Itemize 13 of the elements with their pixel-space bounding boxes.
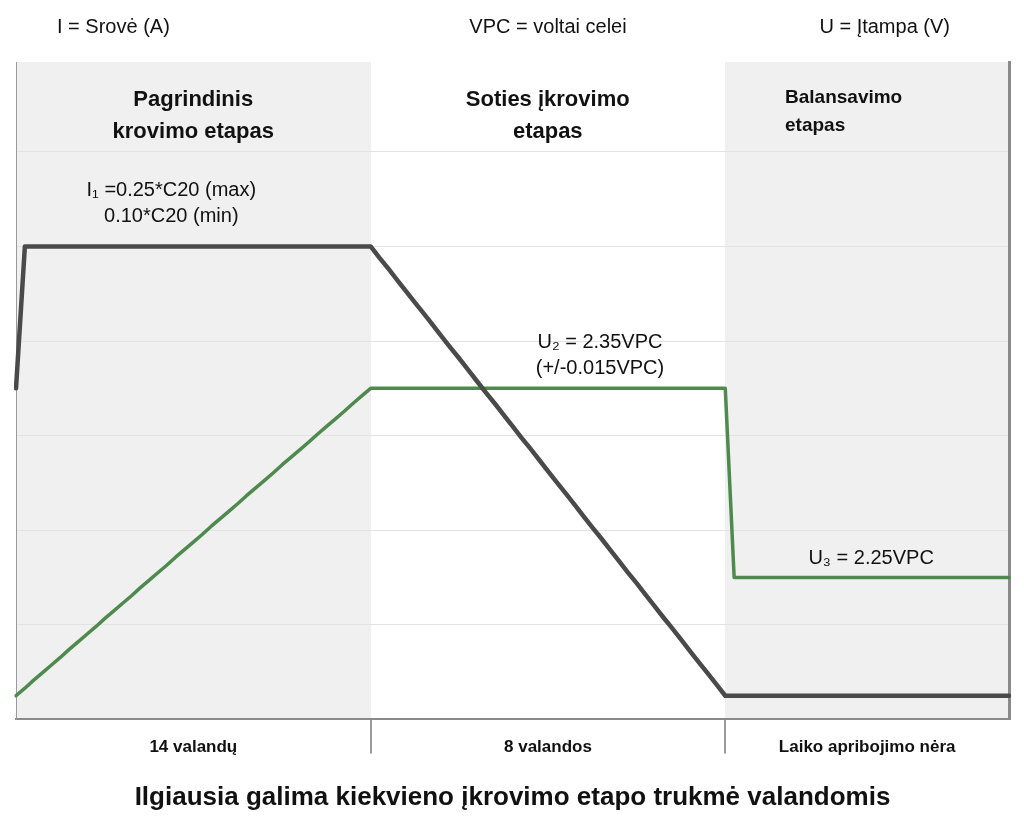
text: VPC = voltai celei — [469, 14, 627, 37]
x-axis-title: Ilgiausia galima kiekvieno įkrovimo etapo trukmė valandomis — [134, 780, 891, 811]
text: Soties įkrovimo etapas — [465, 86, 630, 144]
text: Balansavimo etapas — [785, 86, 903, 136]
annotation: U₂ = 2.35VPC (+/-0.015VPC) — [535, 330, 665, 379]
text: I = Srovė (A) — [57, 14, 170, 37]
x-tick-label: 14 valandų — [149, 737, 238, 757]
annotation: U₃ = 2.25VPC — [808, 545, 934, 568]
x-tick-label: 8 valandos — [504, 737, 592, 757]
annotation: I₁ =0.25*C20 (max) 0.10*C20 (min) — [86, 178, 257, 227]
text: Pagrindinis krovimo etapas — [112, 86, 274, 144]
x-tick-label: Laiko apribojimo nėra — [778, 737, 957, 757]
text: U = Įtampa (V) — [819, 14, 950, 37]
